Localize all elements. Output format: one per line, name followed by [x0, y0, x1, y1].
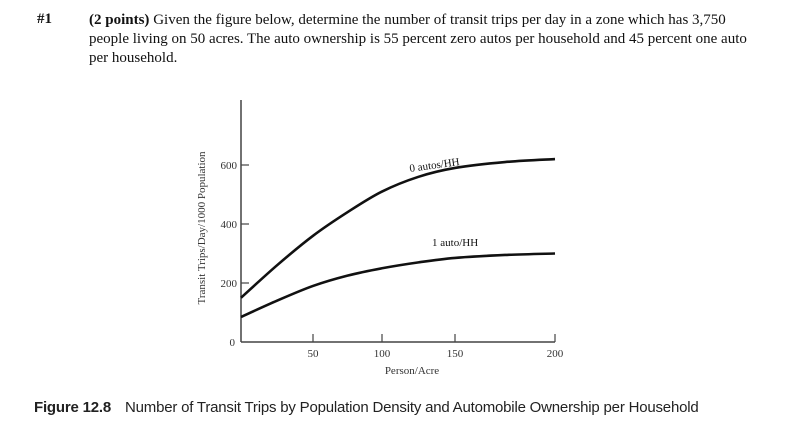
question-points: (2 points) [89, 12, 150, 28]
figure-caption: Figure 12.8 Number of Transit Trips by Po… [34, 399, 699, 416]
question-text: (2 points) Given the figure below, deter… [89, 11, 749, 68]
x-axis-label: Person/Acre [385, 365, 439, 377]
y-axis-label: Transit Trips/Day/1000 Population [196, 151, 208, 305]
y-ticks: 0 200 400 600 [221, 160, 249, 349]
y-tick-label: 600 [221, 160, 238, 172]
curves [240, 157, 556, 319]
x-tick-label: 150 [447, 348, 464, 360]
curve-label-1-auto: 1 auto/HH [432, 237, 478, 249]
y-tick-label: 400 [221, 219, 238, 231]
x-ticks: 50 100 150 200 [308, 334, 564, 360]
x-tick-label: 50 [308, 348, 320, 360]
figure-caption-text: Number of Transit Trips by Population De… [125, 399, 699, 416]
curve-0-autos [240, 157, 556, 299]
question-number: #1 [37, 11, 52, 27]
x-tick-label: 200 [547, 348, 564, 360]
curve-1-auto [240, 252, 556, 319]
y-tick-label: 0 [230, 337, 236, 349]
question-body: Given the figure below, determine the nu… [89, 12, 747, 66]
y-tick-label: 200 [221, 278, 238, 290]
x-tick-label: 100 [374, 348, 391, 360]
figure-label: Figure 12.8 [34, 399, 111, 416]
